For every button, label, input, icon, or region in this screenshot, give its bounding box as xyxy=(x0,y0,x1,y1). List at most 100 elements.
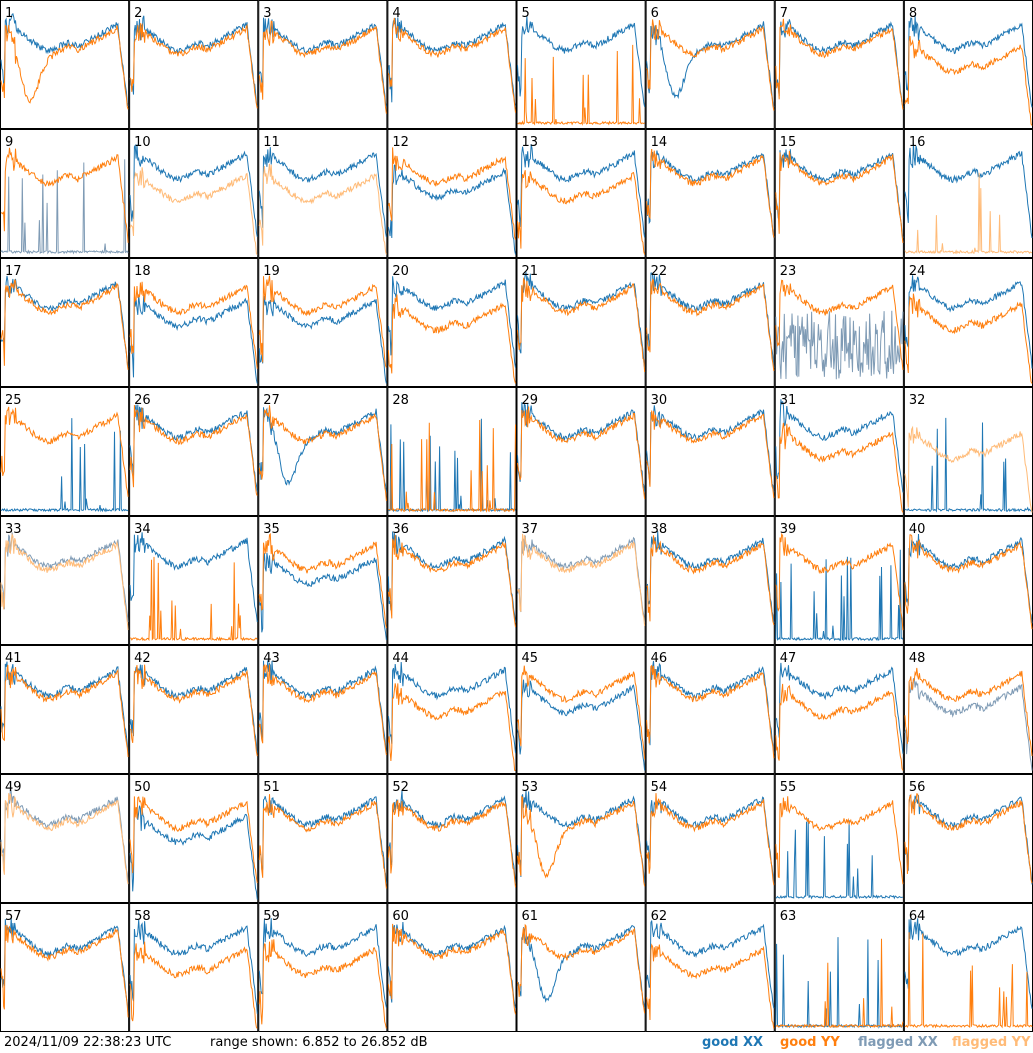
panel-2: 2 xyxy=(129,0,259,129)
panel-frame xyxy=(516,258,646,387)
panel-28: 28 xyxy=(387,387,517,516)
series-xx-46 xyxy=(646,660,775,754)
panel-frame xyxy=(903,516,1033,645)
series-xx-8 xyxy=(904,16,1033,108)
panel-label: 35 xyxy=(263,522,280,537)
series-yy-56 xyxy=(904,793,1033,884)
panel-48: 48 xyxy=(903,645,1033,774)
panel-31: 31 xyxy=(774,387,904,516)
panel-26: 26 xyxy=(129,387,259,516)
panel-label: 17 xyxy=(5,264,22,279)
panel-frame xyxy=(258,258,388,387)
panel-4: 4 xyxy=(387,0,517,129)
panel-label: 59 xyxy=(263,909,280,924)
panel-label: 30 xyxy=(651,393,668,408)
panel-25: 25 xyxy=(0,387,130,516)
panel-label: 54 xyxy=(651,780,668,795)
series-yy-43 xyxy=(258,664,387,756)
panel-56: 56 xyxy=(903,774,1033,903)
series-xx-31 xyxy=(775,399,904,493)
series-xx-39 xyxy=(775,549,904,642)
panel-64: 64 xyxy=(903,903,1033,1032)
panel-45: 45 xyxy=(516,645,646,774)
panel-label: 23 xyxy=(780,264,797,279)
series-yy-34 xyxy=(129,556,258,642)
panel-15: 15 xyxy=(774,129,904,258)
panel-frame xyxy=(903,387,1033,516)
series-xx-41 xyxy=(0,661,129,753)
series-yy-15 xyxy=(775,150,904,243)
series-xx-50 xyxy=(129,805,258,900)
panel-label: 64 xyxy=(909,909,926,924)
panel-52: 52 xyxy=(387,774,517,903)
panel-32: 32 xyxy=(903,387,1033,516)
panel-22: 22 xyxy=(645,258,775,387)
series-yy-9 xyxy=(0,147,129,243)
panel-label: 22 xyxy=(651,264,668,279)
panel-label: 52 xyxy=(392,780,409,795)
series-yy-29 xyxy=(517,406,646,499)
series-yy-27 xyxy=(258,405,387,502)
panel-label: 53 xyxy=(522,780,539,795)
series-xx-52 xyxy=(387,790,516,884)
panel-label: 40 xyxy=(909,522,926,537)
timestamp: 2024/11/09 22:38:23 UTC xyxy=(4,1035,172,1050)
panel-20: 20 xyxy=(387,258,517,387)
panel-44: 44 xyxy=(387,645,517,774)
panel-frame xyxy=(645,903,775,1032)
series-xx-61 xyxy=(517,925,646,1009)
series-xx-13 xyxy=(517,144,646,238)
panel-label: 58 xyxy=(134,909,151,924)
panel-37: 37 xyxy=(516,516,646,645)
series-yy-5 xyxy=(517,44,645,126)
panel-label: 63 xyxy=(780,909,797,924)
panel-label: 60 xyxy=(392,909,409,924)
panel-50: 50 xyxy=(129,774,259,903)
series-yy-38 xyxy=(646,535,775,626)
panel-frame xyxy=(0,387,130,516)
footer-bar: 2024/11/09 22:38:23 UTC range shown: 6.8… xyxy=(0,1033,1033,1053)
panel-label: 12 xyxy=(392,135,409,150)
panel-frame xyxy=(516,0,646,129)
series-yy-53 xyxy=(517,795,646,887)
series-xx-48 xyxy=(904,678,1033,771)
panel-63: 63 xyxy=(774,903,904,1032)
panel-frame xyxy=(258,0,388,129)
series-yy-45 xyxy=(517,665,646,760)
legend-good-xx: good XX xyxy=(702,1035,764,1050)
series-xx-59 xyxy=(258,918,387,1008)
panel-frame xyxy=(645,129,775,258)
panel-label: 4 xyxy=(392,6,400,21)
panel-label: 33 xyxy=(5,522,22,537)
series-yy-61 xyxy=(517,923,646,1014)
series-xx-5 xyxy=(517,16,646,107)
panel-label: 21 xyxy=(522,264,539,279)
panel-frame xyxy=(645,387,775,516)
panel-label: 16 xyxy=(909,135,926,150)
panel-frame xyxy=(903,645,1033,774)
series-xx-44 xyxy=(387,661,516,754)
series-yy-12 xyxy=(387,147,516,240)
panel-5: 5 xyxy=(516,0,646,129)
panel-frame xyxy=(645,0,775,129)
panel-frame xyxy=(129,258,259,387)
series-yy-19 xyxy=(258,275,387,368)
panel-51: 51 xyxy=(258,774,388,903)
panel-label: 29 xyxy=(522,393,539,408)
panel-frame xyxy=(516,129,646,258)
series-yy-64 xyxy=(904,932,1033,1029)
panel-label: 55 xyxy=(780,780,797,795)
series-yy-55 xyxy=(775,796,904,885)
panel-label: 45 xyxy=(522,651,539,666)
series-xx-55 xyxy=(775,818,903,900)
panel-19: 19 xyxy=(258,258,388,387)
series-yy-47 xyxy=(775,683,904,771)
series-yy-58 xyxy=(129,941,258,1029)
series-xx-54 xyxy=(646,796,775,885)
panel-label: 46 xyxy=(651,651,668,666)
panel-label: 43 xyxy=(263,651,280,666)
panel-33: 33 xyxy=(0,516,130,645)
series-xx-47 xyxy=(775,662,904,754)
panel-label: 61 xyxy=(522,909,539,924)
panel-14: 14 xyxy=(645,129,775,258)
